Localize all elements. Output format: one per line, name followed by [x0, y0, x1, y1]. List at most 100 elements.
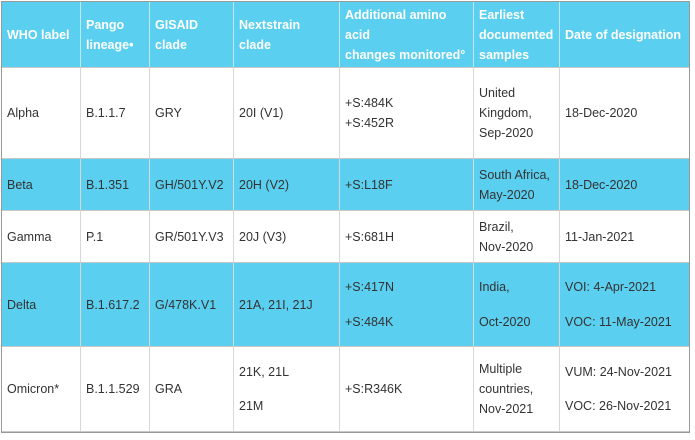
cell-text: G/478K.V1 — [155, 297, 217, 312]
header-cell: Earliest documented samples — [474, 2, 560, 67]
table-cell: 21A, 21I, 21J — [234, 263, 340, 346]
cell-text: +S:R346K — [345, 382, 403, 396]
table-cell: GRY — [150, 68, 234, 158]
cell-text: Pango — [86, 17, 125, 32]
cell-text: +S:484K — [345, 96, 394, 110]
table-cell: 20J (V3) — [234, 211, 340, 262]
cell-text: samples — [479, 47, 530, 62]
cell-text: 11-Jan-2021 — [565, 229, 635, 244]
cell-text: VUM: 24-Nov-2021 — [565, 364, 672, 379]
cell-text: GR/501Y.V3 — [155, 229, 224, 244]
table-cell: Gamma — [2, 211, 81, 262]
cell-text: 21M — [239, 399, 264, 414]
table-cell: +S:L18F — [340, 159, 474, 210]
cell-text: VOC: 11-May-2021 — [565, 314, 672, 329]
table-cell: GR/501Y.V3 — [150, 211, 234, 262]
cell-text: B.1.617.2 — [86, 297, 140, 312]
table-cell: United Kingdom, Sep-2020 — [474, 68, 560, 158]
table-cell: 18-Dec-2020 — [560, 159, 689, 210]
header-cell: GISAID clade — [150, 2, 234, 67]
cell-text: May-2020 — [479, 187, 535, 202]
table-cell: Delta — [2, 263, 81, 346]
cell-text: 21A, 21I, 21J — [239, 297, 313, 312]
header-cell: Date of designation — [560, 2, 689, 67]
cell-text: acid — [345, 27, 371, 42]
cell-text: VOI: 4-Apr-2021 — [565, 280, 657, 295]
cell-text: clade — [155, 37, 187, 52]
cell-text: 20I (V1) — [239, 106, 284, 120]
cell-text: United — [479, 86, 516, 100]
cell-text: GISAID — [155, 17, 199, 32]
table-cell: +S:484K +S:452R — [340, 68, 474, 158]
cell-text: Beta — [7, 177, 33, 192]
cell-text: VOC: 26-Nov-2021 — [565, 399, 672, 414]
cell-text: 20J (V3) — [239, 229, 287, 244]
cell-text: changes monitored° — [345, 47, 466, 62]
cell-text: 20H (V2) — [239, 177, 290, 192]
table-row: Delta B.1.617.2 G/478K.V1 21A, 21I, 21J +S:4… — [2, 263, 689, 347]
cell-text: South Africa, — [479, 167, 550, 182]
cell-text: GH/501Y.V2 — [155, 177, 224, 192]
header-row: WHO label Pango lineage• GISAID clade Nextstr… — [2, 2, 689, 68]
cell-text: countries, — [479, 382, 534, 396]
table-cell: +S:681H — [340, 211, 474, 262]
table-cell: 11-Jan-2021 — [560, 211, 689, 262]
header-cell: Pango lineage• — [81, 2, 150, 67]
cell-text: +S:L18F — [345, 177, 393, 192]
cell-text: Omicron* — [7, 382, 60, 396]
table-cell: Brazil, Nov-2020 — [474, 211, 560, 262]
table-cell: +S:417N +S:484K — [340, 263, 474, 346]
table-cell: B.1.1.529 — [81, 347, 150, 431]
cell-text: Alpha — [7, 106, 39, 120]
table-row: Alpha B.1.1.7 GRY 20I (V1) +S:484K +S:452R Uni… — [2, 68, 689, 159]
table-cell: VOI: 4-Apr-2021 VOC: 11-May-2021 — [560, 263, 689, 346]
table-row: Beta B.1.351 GH/501Y.V2 20H (V2) +S:L18F Sout… — [2, 159, 689, 211]
table-cell: P.1 — [81, 211, 150, 262]
table-cell: 20H (V2) — [234, 159, 340, 210]
cell-text: lineage• — [86, 37, 134, 52]
table-cell: VUM: 24-Nov-2021 VOC: 26-Nov-2021 — [560, 347, 689, 431]
header-cell: Nextstrain clade — [234, 2, 340, 67]
cell-text: Date of designation — [565, 27, 681, 42]
cell-text: GRY — [155, 106, 182, 120]
table-row: Omicron* B.1.1.529 GRA 21K, 21L 21M +S:R346K M… — [2, 347, 689, 432]
table-cell: B.1.1.7 — [81, 68, 150, 158]
table-cell: South Africa, May-2020 — [474, 159, 560, 210]
table-cell: 21K, 21L 21M — [234, 347, 340, 431]
cell-text: documented — [479, 27, 554, 42]
cell-text: Nov-2020 — [479, 239, 534, 254]
cell-text: B.1.1.7 — [86, 106, 126, 120]
header-cell: WHO label — [2, 2, 81, 67]
cell-text: B.1.1.529 — [86, 382, 140, 396]
cell-text: India, — [479, 280, 510, 295]
table-cell: 18-Dec-2020 — [560, 68, 689, 158]
cell-text: Delta — [7, 297, 37, 312]
cell-text: Multiple — [479, 362, 523, 376]
cell-text: 18-Dec-2020 — [565, 106, 638, 120]
cell-text: 18-Dec-2020 — [565, 177, 638, 192]
cell-text: Gamma — [7, 229, 52, 244]
table-row: Gamma P.1 GR/501Y.V3 20J (V3) +S:681H Brazil,… — [2, 211, 689, 263]
cell-text: Sep-2020 — [479, 126, 534, 140]
cell-text: +S:484K — [345, 314, 394, 329]
cell-text: Nov-2021 — [479, 402, 534, 416]
cell-text: 21K, 21L — [239, 364, 290, 379]
cell-text: B.1.351 — [86, 177, 130, 192]
cell-text: Oct-2020 — [479, 314, 531, 329]
cell-text: GRA — [155, 382, 183, 396]
table-cell: Alpha — [2, 68, 81, 158]
header-cell: Additional amino acid changes monitored° — [340, 2, 474, 67]
cell-text: +S:417N — [345, 280, 394, 295]
table-cell: GH/501Y.V2 — [150, 159, 234, 210]
table-cell: +S:R346K — [340, 347, 474, 431]
cell-text: Kingdom, — [479, 106, 532, 120]
table-cell: G/478K.V1 — [150, 263, 234, 346]
table-cell: B.1.617.2 — [81, 263, 150, 346]
cell-text: +S:452R — [345, 116, 394, 130]
table-cell: Beta — [2, 159, 81, 210]
cell-text: Earliest — [479, 7, 525, 22]
table-cell: 20I (V1) — [234, 68, 340, 158]
cell-text: P.1 — [86, 229, 104, 244]
cell-text: Brazil, — [479, 219, 514, 234]
